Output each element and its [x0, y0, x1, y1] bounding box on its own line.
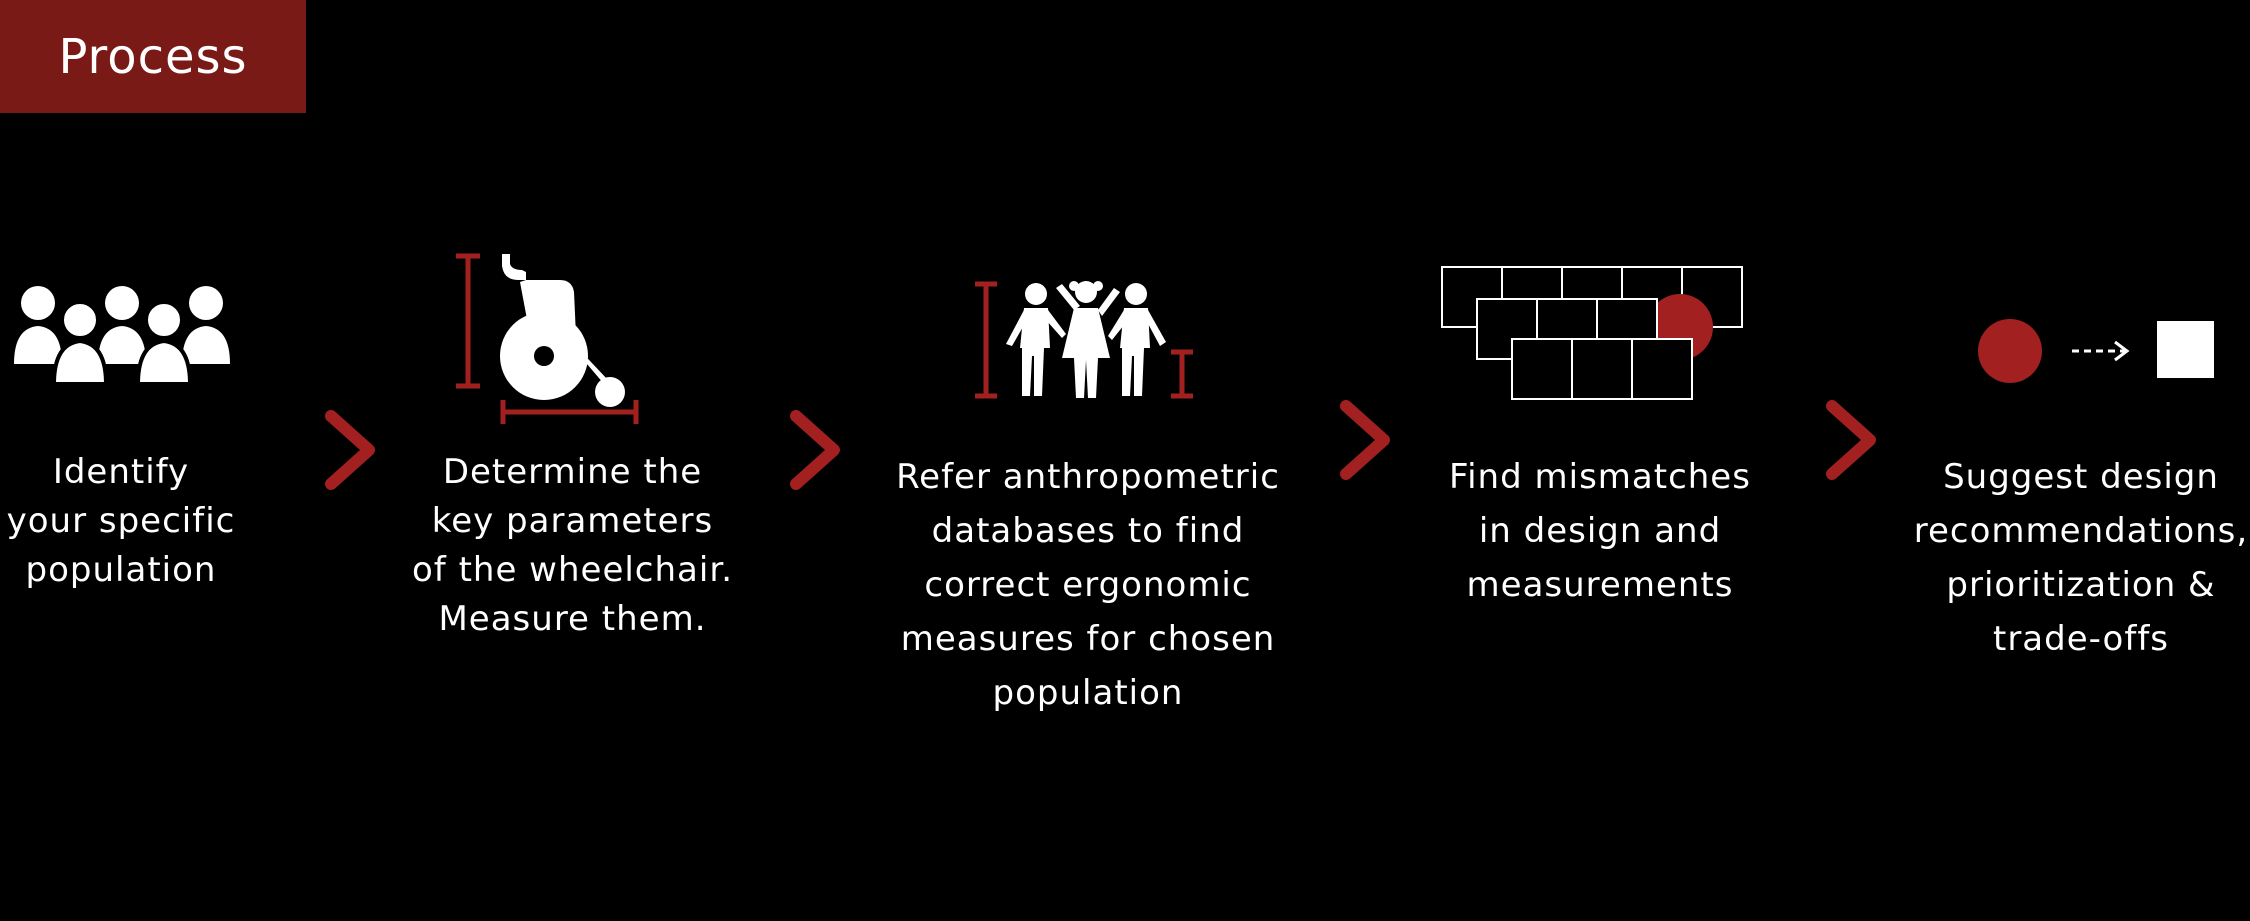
step-4-text: Find mismatches in design and measuremen…: [1432, 450, 1768, 612]
step-3-line: population: [992, 673, 1184, 713]
wheelchair-measure-icon: [456, 253, 639, 424]
step-2-line: key parameters: [431, 501, 714, 541]
step-4-line: Find mismatches: [1449, 457, 1751, 497]
step-2-line: Determine the: [442, 452, 703, 492]
step-4-line: in design and: [1478, 511, 1722, 551]
step-4-line: measurements: [1466, 565, 1734, 605]
step-3-line: correct ergonomic: [924, 565, 1252, 605]
chevron-right-icon: [1826, 400, 1876, 480]
grid-mismatch-icon: [1441, 266, 1743, 400]
step-3-line: measures for chosen: [900, 619, 1276, 659]
children-height-measure-icon: [975, 281, 1193, 399]
step-5-line: Suggest design: [1943, 457, 2219, 497]
step-1-line: Identify: [52, 452, 190, 492]
title-banner: Process: [0, 0, 306, 113]
step-2-text: Determine the key parameters of the whee…: [400, 448, 745, 644]
step-2-line: Measure them.: [438, 599, 707, 639]
step-5-line: trade-offs: [1993, 619, 2169, 659]
chevron-right-icon: [325, 410, 375, 490]
chevron-right-icon: [1340, 400, 1390, 480]
step-3-line: Refer anthropometric: [896, 457, 1280, 497]
step-1-line: your specific: [6, 501, 236, 541]
step-1-line: population: [25, 550, 217, 590]
step-5-text: Suggest design recommendations, prioriti…: [1912, 450, 2250, 666]
circle-to-square-icon: [1978, 319, 2214, 383]
step-1-text: Identify your specific population: [0, 448, 242, 595]
step-5-line: recommendations,: [1913, 511, 2249, 551]
chevron-right-icon: [790, 410, 840, 490]
page-title: Process: [58, 28, 248, 85]
group-of-people-icon: [14, 286, 230, 385]
step-3-line: databases to find: [931, 511, 1245, 551]
step-5-line: prioritization &: [1946, 565, 2216, 605]
step-3-text: Refer anthropometric databases to find c…: [888, 450, 1288, 720]
step-2-line: of the wheelchair.: [411, 550, 733, 590]
